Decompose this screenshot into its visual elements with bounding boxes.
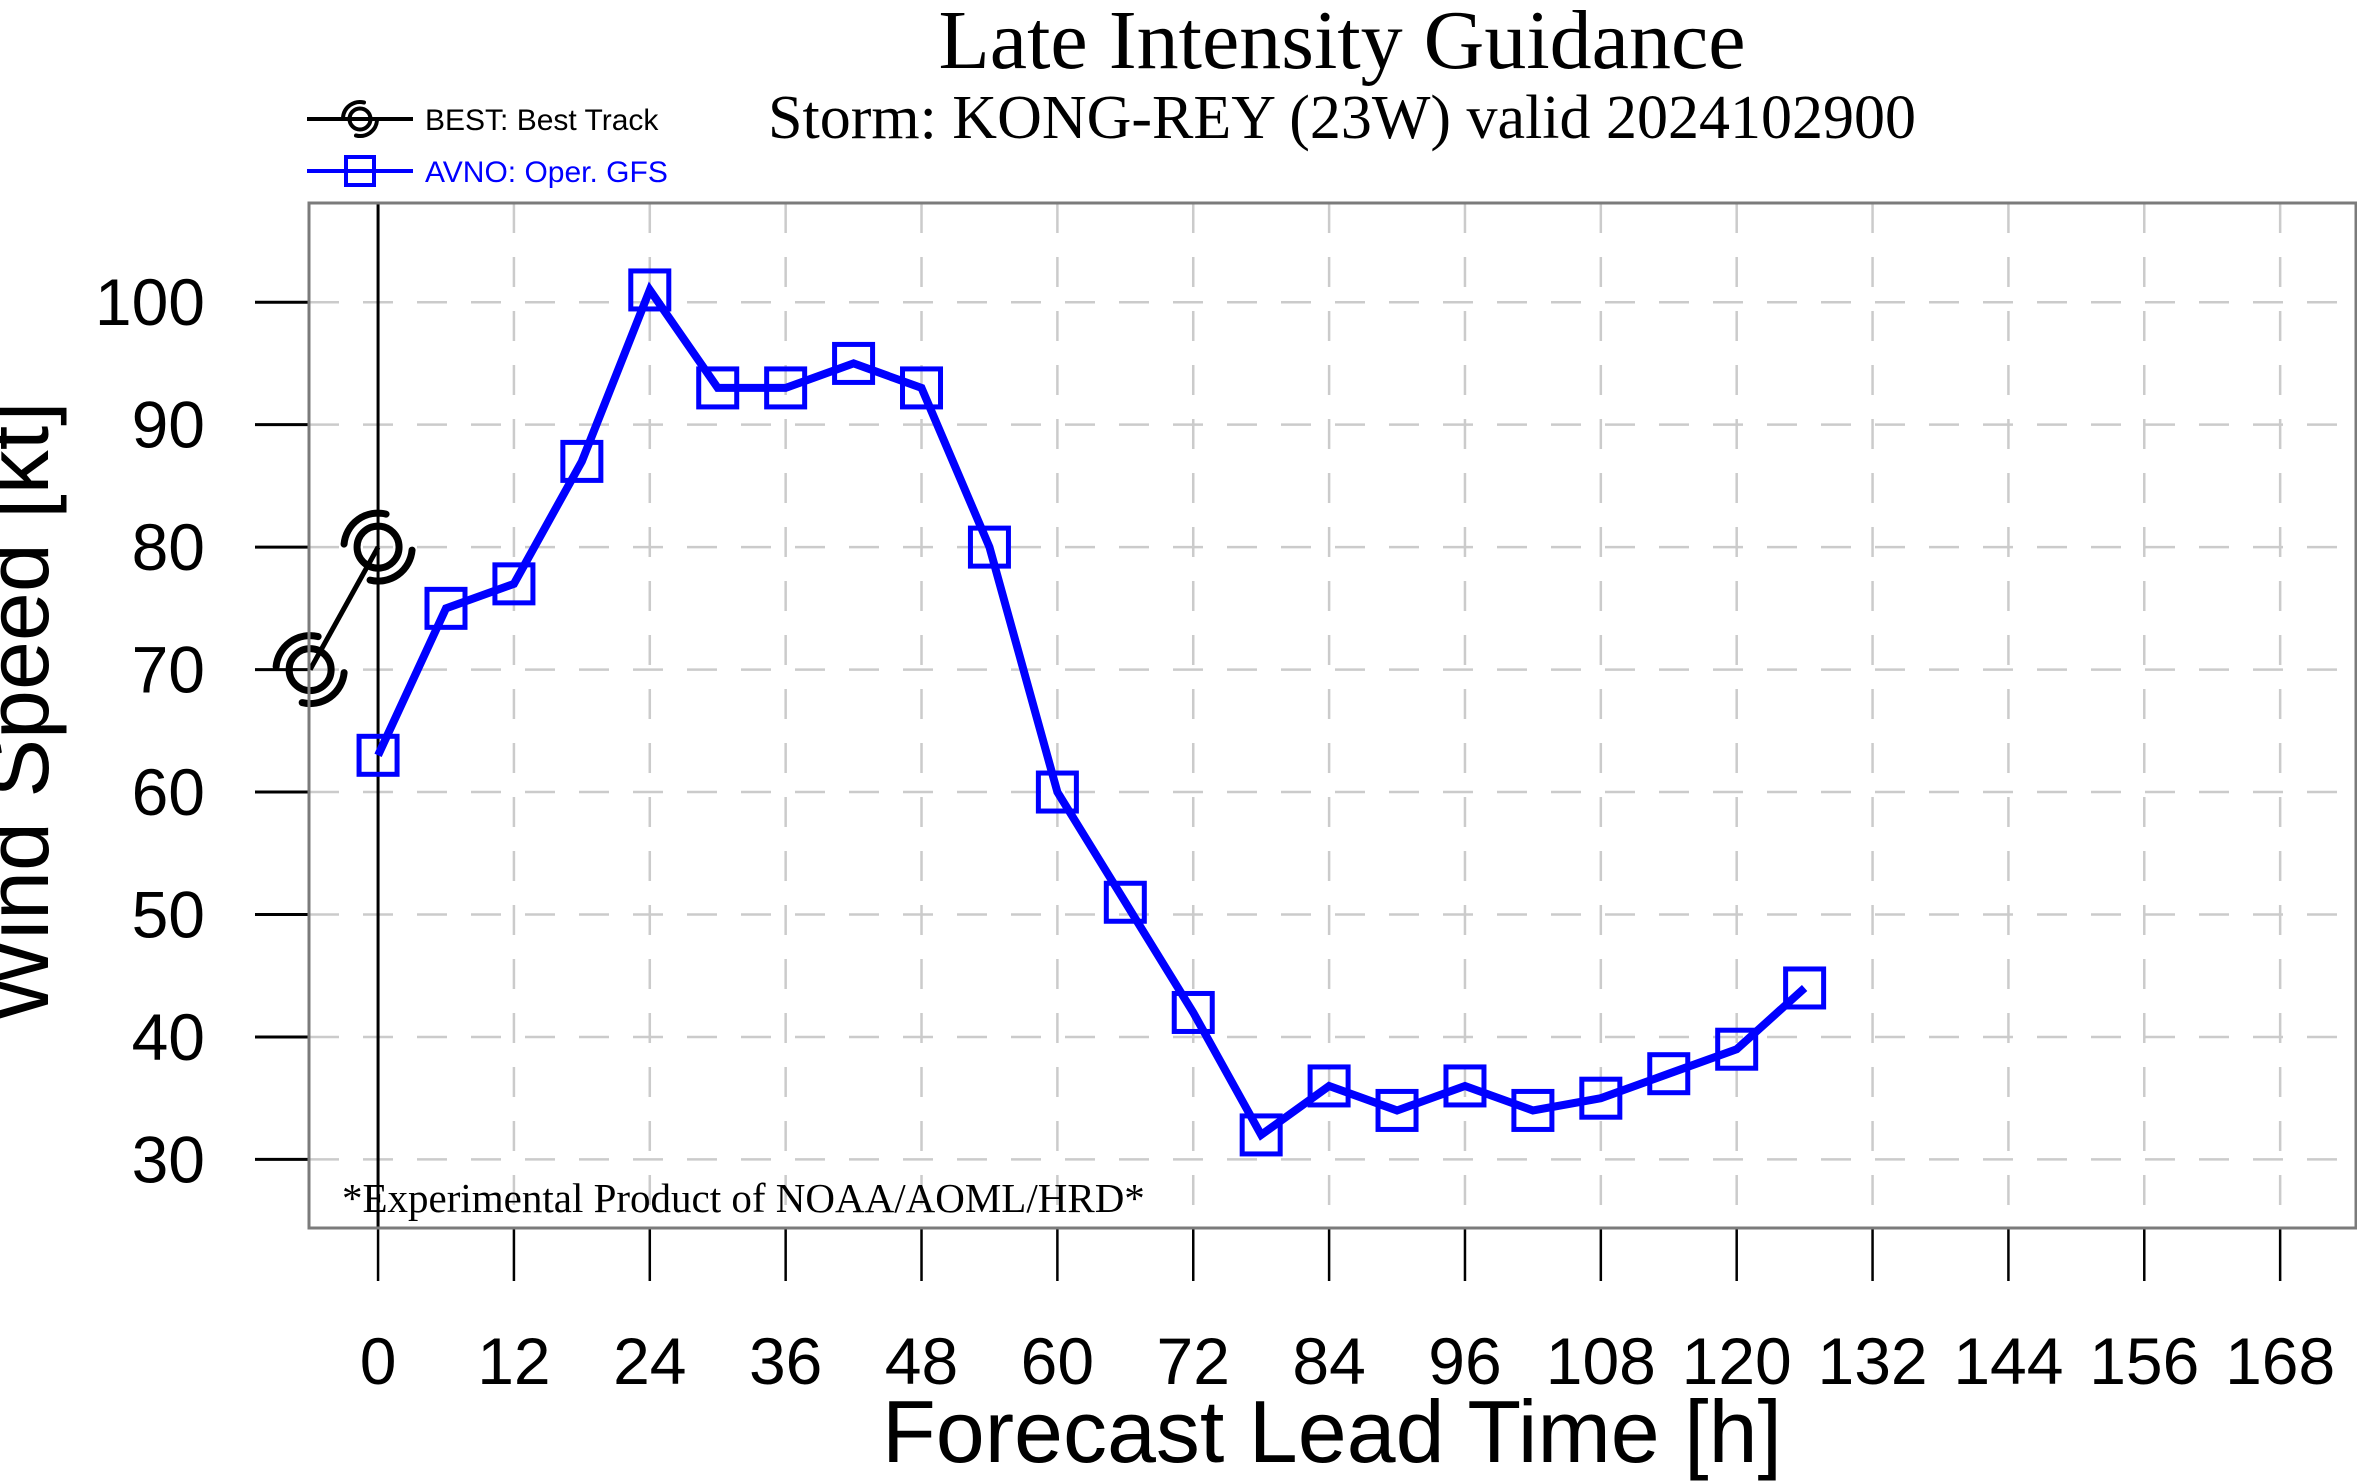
y-tick-label: 60 <box>132 755 205 829</box>
y-tick-label: 70 <box>132 633 205 707</box>
x-axis-title: Forecast Lead Time [h] <box>882 1382 1782 1481</box>
x-tick-label: 48 <box>885 1324 958 1398</box>
plot-frame <box>307 201 2357 1230</box>
avno-marker <box>628 268 672 312</box>
y-tick-label: 100 <box>95 265 205 339</box>
avno-marker <box>424 586 468 630</box>
y-axis-title: Wind Speed [kt] <box>0 401 67 1022</box>
avno-marker <box>1171 990 1215 1034</box>
y-tick-label: 30 <box>132 1122 205 1196</box>
tick-labels-layer: 30 40 50 60 70 80 90 100 0 12 24 36 48 60 72 84 96 108 120… <box>95 265 2335 1398</box>
avno-marker <box>900 366 944 410</box>
hurricane-marker <box>340 509 416 585</box>
avno-marker <box>1647 1052 1691 1096</box>
x-tick-label: 132 <box>1817 1324 1927 1398</box>
y-tick-label: 40 <box>132 1000 205 1074</box>
avno-marker <box>967 525 1011 569</box>
ticks-layer <box>255 300 2282 1281</box>
legend: BEST: Best Track AVNO: Oper. GFS <box>307 100 668 189</box>
x-tick-label: 156 <box>2089 1324 2199 1398</box>
avno-marker <box>764 366 808 410</box>
avno-marker <box>1375 1088 1419 1132</box>
x-tick-label: 36 <box>749 1324 822 1398</box>
avno-marker <box>560 439 604 483</box>
legend-item-best: BEST: Best Track <box>307 100 659 138</box>
avno-marker <box>1103 880 1147 924</box>
chart-subtitle: Storm: KONG-REY (23W) valid 2024102900 <box>768 84 1916 152</box>
avno-marker <box>1307 1064 1351 1108</box>
avno-marker <box>832 341 876 385</box>
chart-title: Late Intensity Guidance <box>938 0 1745 87</box>
legend-item-avno: AVNO: Oper. GFS <box>307 155 668 189</box>
x-tick-label: 60 <box>1021 1324 1094 1398</box>
x-tick-label: 168 <box>2225 1324 2335 1398</box>
avno-marker <box>1035 770 1079 814</box>
x-tick-label: 84 <box>1292 1324 1365 1398</box>
avno-marker <box>696 366 740 410</box>
x-tick-label: 72 <box>1157 1324 1230 1398</box>
x-tick-label: 120 <box>1682 1324 1792 1398</box>
x-tick-label: 0 <box>360 1324 397 1398</box>
hurricane-arm <box>340 509 390 548</box>
avno-marker <box>1783 966 1827 1010</box>
hurricane-circle <box>353 522 403 572</box>
avno-marker <box>1579 1076 1623 1120</box>
y-tick-label: 50 <box>132 877 205 951</box>
legend-best-label: BEST: Best Track <box>425 104 659 137</box>
watermark-note: *Experimental Product of NOAA/AOML/HRD* <box>342 1175 1145 1221</box>
hurricane-arm <box>366 546 416 585</box>
x-tick-label: 12 <box>477 1324 550 1398</box>
avno-marker <box>492 562 536 606</box>
x-tick-label: 144 <box>1953 1324 2063 1398</box>
avno-line <box>374 281 1808 1141</box>
hurricane-arm <box>272 632 322 671</box>
series-layer <box>272 268 1827 1157</box>
y-tick-label: 90 <box>132 388 205 462</box>
x-tick-label: 108 <box>1546 1324 1656 1398</box>
open-square-icon <box>344 155 376 187</box>
x-tick-label: 96 <box>1428 1324 1501 1398</box>
legend-avno-label: AVNO: Oper. GFS <box>425 156 668 189</box>
avno-marker <box>1715 1027 1759 1071</box>
gridlines-layer <box>309 203 2356 1228</box>
y-tick-label: 80 <box>132 510 205 584</box>
x-tick-label: 24 <box>613 1324 686 1398</box>
avno-marker <box>356 733 400 777</box>
hurricane-icon <box>341 100 379 138</box>
avno-marker <box>1511 1088 1555 1132</box>
avno-marker <box>1239 1113 1283 1157</box>
avno-marker <box>1443 1064 1487 1108</box>
